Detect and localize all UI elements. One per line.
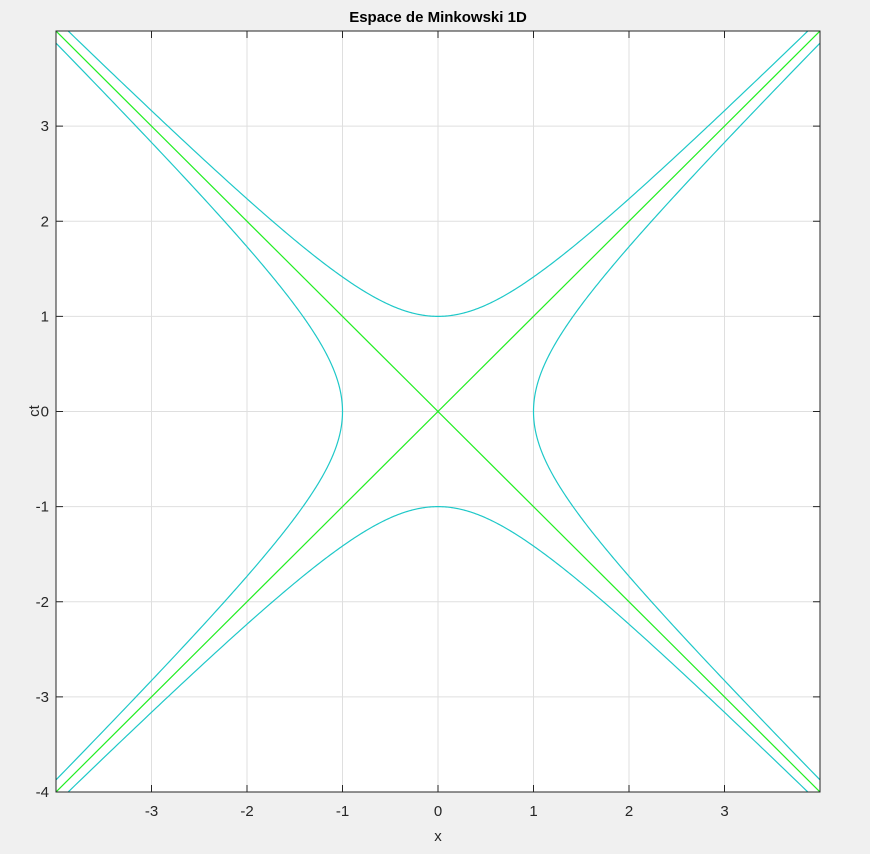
tick-marks xyxy=(56,31,820,793)
hyperbola-lower xyxy=(67,506,809,792)
y-tick-label: -4 xyxy=(36,784,49,801)
y-tick-label: -3 xyxy=(36,689,49,706)
y-tick-labels: -4 -3 -2 -1 0 1 2 3 xyxy=(36,118,49,801)
x-tick-label: 0 xyxy=(434,803,442,820)
hyperbola-right xyxy=(532,42,820,781)
hyperbola-upper xyxy=(67,31,809,317)
y-tick-label: 3 xyxy=(41,118,49,135)
y-tick-label: 2 xyxy=(41,213,49,230)
y-axis-label: ct xyxy=(26,404,43,417)
x-tick-label: -3 xyxy=(145,803,158,820)
x-tick-label: -2 xyxy=(240,803,253,820)
x-tick-label: 3 xyxy=(720,803,728,820)
y-tick-label: 1 xyxy=(41,308,49,325)
chart-title: Espace de Minkowski 1D xyxy=(349,9,527,26)
x-tick-label: -1 xyxy=(336,803,349,820)
light-cone-line xyxy=(56,31,820,792)
x-tick-label: 2 xyxy=(625,803,633,820)
x-tick-label: 1 xyxy=(529,803,537,820)
y-tick-label: -1 xyxy=(36,499,49,516)
x-tick-labels: -3 -2 -1 0 1 2 3 xyxy=(145,803,729,820)
y-tick-label: 0 xyxy=(41,404,49,421)
x-axis-label: x xyxy=(434,828,442,845)
hyperbola-left xyxy=(56,42,344,781)
y-tick-label: -2 xyxy=(36,594,49,611)
